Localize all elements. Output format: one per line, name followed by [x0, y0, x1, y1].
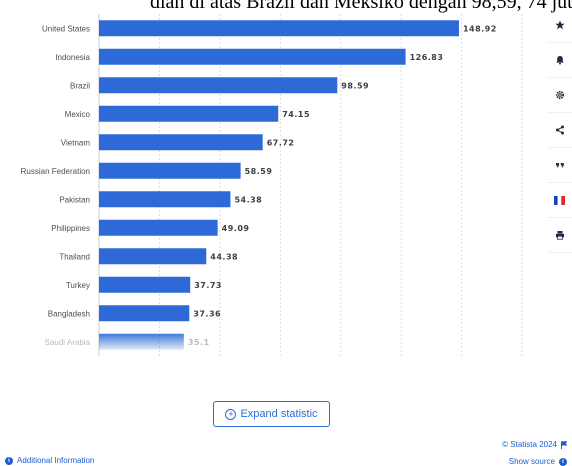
value-label: 58.59: [245, 167, 273, 176]
category-label: Mexico: [65, 110, 91, 119]
expand-statistic-button[interactable]: + Expand statistic: [213, 401, 330, 427]
category-label: Indonesia: [55, 53, 90, 62]
info-icon: i: [559, 457, 567, 466]
print-icon: [555, 231, 564, 240]
bar[interactable]: [99, 219, 218, 236]
bar[interactable]: [99, 48, 406, 65]
category-label: Vietnam: [61, 138, 91, 147]
bar[interactable]: [99, 20, 459, 37]
plus-circle-icon: +: [225, 408, 237, 420]
category-label: United States: [42, 24, 90, 33]
value-label: 37.73: [194, 281, 222, 290]
share-icon: [555, 125, 564, 135]
value-label: 37.36: [193, 309, 221, 318]
side-toolbar: [547, 8, 572, 253]
bar[interactable]: [99, 248, 207, 265]
additional-information-label: Additional Information: [17, 456, 95, 465]
value-label: 44.38: [210, 252, 238, 261]
labels-layer: United States 148.92 Indonesia 126.83 Brazil…: [21, 24, 497, 347]
expand-statistic-label: Expand statistic: [240, 408, 318, 420]
value-label: 74.15: [282, 110, 310, 119]
value-label: 126.83: [410, 53, 444, 62]
show-source-link[interactable]: Show source i: [509, 457, 567, 466]
show-source-label: Show source: [508, 457, 555, 466]
category-label: Thailand: [59, 252, 90, 261]
language-button[interactable]: [547, 183, 572, 218]
bar-chart: United States 148.92 Indonesia 126.83 Brazil…: [21, 14, 523, 356]
bar[interactable]: [99, 305, 190, 322]
cite-button[interactable]: [547, 148, 572, 183]
info-icon: i: [5, 456, 13, 465]
copyright-label: © Statista 2024: [502, 440, 557, 449]
bar[interactable]: [99, 191, 231, 208]
bar[interactable]: [99, 333, 184, 350]
bar[interactable]: [99, 77, 338, 94]
value-label: 98.59: [341, 81, 369, 90]
gear-icon: [555, 90, 564, 100]
grid-layer: [98, 14, 523, 356]
value-label: 35.1: [188, 338, 210, 347]
bar[interactable]: [99, 162, 241, 179]
statista-copyright-link[interactable]: © Statista 2024: [502, 440, 567, 449]
print-button[interactable]: [547, 218, 572, 253]
category-label: Russian Federation: [21, 167, 90, 176]
value-label: 49.09: [222, 224, 250, 233]
french-flag-icon: [554, 195, 565, 205]
category-label: Bangladesh: [48, 309, 90, 318]
favorite-button[interactable]: [547, 8, 572, 43]
category-label: Philippines: [51, 224, 90, 233]
quote-icon: [555, 163, 564, 168]
headline-text: dian di atas Brazil dan Meksiko dengan 9…: [150, 0, 572, 13]
category-label: Turkey: [66, 281, 90, 290]
category-label: Saudi Arabia: [45, 338, 91, 347]
value-label: 54.38: [234, 195, 262, 204]
category-label: Pakistan: [59, 195, 90, 204]
star-icon: [554, 20, 565, 30]
additional-information-link[interactable]: i Additional Information: [5, 456, 94, 465]
bars-layer: [99, 20, 459, 350]
bell-icon: [555, 56, 564, 65]
flag-icon: [561, 440, 567, 449]
value-label: 67.72: [267, 138, 295, 147]
category-label: Brazil: [70, 81, 90, 90]
value-label: 148.92: [463, 24, 497, 33]
share-button[interactable]: [547, 113, 572, 148]
settings-button[interactable]: [547, 78, 572, 113]
bar[interactable]: [99, 134, 263, 151]
bar[interactable]: [99, 105, 279, 122]
notification-button[interactable]: [547, 43, 572, 78]
bar[interactable]: [99, 276, 191, 293]
